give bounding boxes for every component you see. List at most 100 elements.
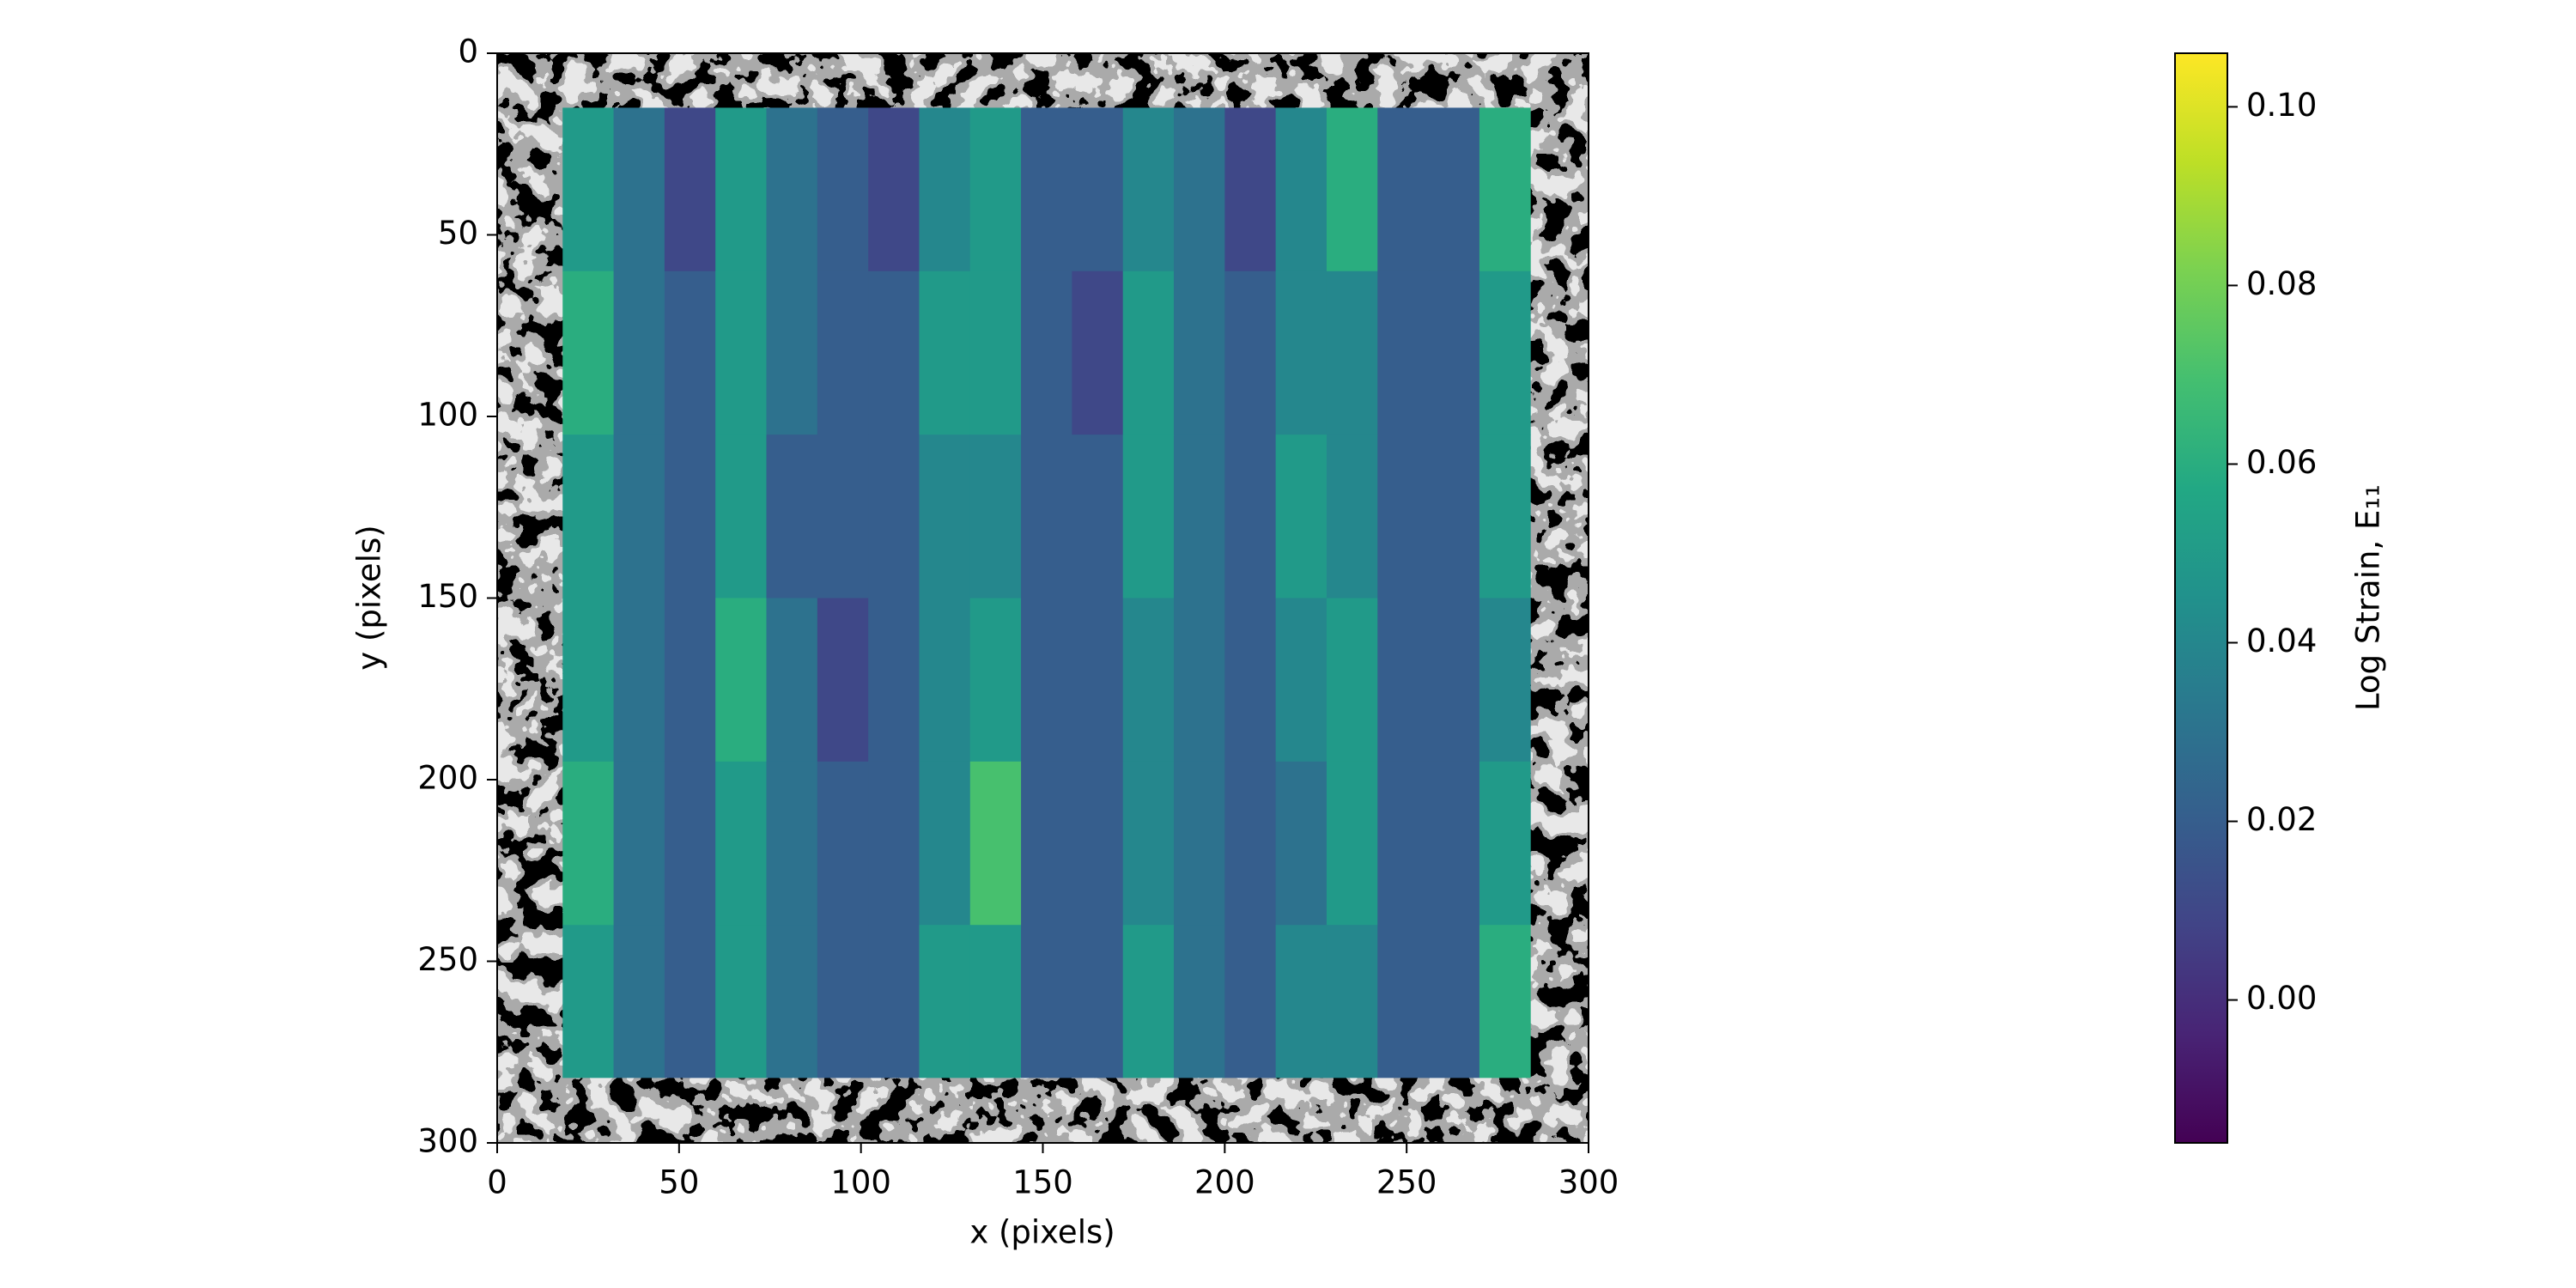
x-tick-label: 50: [659, 1164, 699, 1201]
heatmap-cell: [1224, 761, 1277, 926]
y-tick-label: 50: [438, 215, 478, 252]
heatmap-cell: [969, 598, 1022, 762]
heatmap-cell: [715, 270, 768, 435]
heatmap-cell: [1174, 598, 1225, 762]
heatmap-cell: [766, 761, 818, 926]
heatmap-cell: [613, 925, 665, 1078]
heatmap-cell: [1122, 761, 1175, 926]
heatmap-cell: [1021, 598, 1072, 762]
heatmap-cell: [562, 107, 615, 272]
colorbar-tick-label: 0.02: [2246, 801, 2317, 838]
heatmap-cell: [817, 270, 869, 435]
heatmap-cell: [1021, 270, 1072, 435]
heatmap-cell: [715, 434, 768, 598]
y-tick-label: 250: [417, 941, 478, 978]
heatmap-cell: [766, 270, 818, 435]
colorbar-tick-label: 0.08: [2246, 265, 2317, 302]
heatmap-cell: [1072, 761, 1124, 926]
y-tick-label: 300: [417, 1123, 478, 1160]
y-tick-label: 200: [417, 760, 478, 797]
heatmap-cell: [1326, 270, 1378, 435]
heatmap-cell: [562, 925, 615, 1078]
heatmap-cell: [919, 925, 971, 1078]
heatmap-cell: [919, 270, 971, 435]
heatmap-cell: [969, 270, 1022, 435]
heatmap-cell: [1428, 434, 1480, 598]
heatmap-cell: [1174, 270, 1225, 435]
heatmap-cell: [1122, 598, 1175, 762]
heatmap: [562, 107, 1531, 1078]
heatmap-cell: [715, 598, 768, 762]
heatmap-cell: [1275, 598, 1327, 762]
heatmap-cell: [868, 925, 920, 1078]
heatmap-cell: [1122, 925, 1175, 1078]
heatmap-cell: [664, 107, 716, 272]
heatmap-cell: [817, 598, 869, 762]
heatmap-cell: [1174, 434, 1225, 598]
x-tick-label: 200: [1194, 1164, 1255, 1201]
heatmap-cell: [1275, 270, 1327, 435]
heatmap-cell: [766, 107, 818, 272]
heatmap-cell: [1377, 925, 1430, 1078]
colorbar-tick-label: 0.00: [2246, 980, 2317, 1017]
heatmap-cell: [919, 107, 971, 272]
heatmap-cell: [1021, 434, 1072, 598]
heatmap-cell: [1174, 107, 1225, 272]
heatmap-cell: [766, 434, 818, 598]
heatmap-cell: [613, 270, 665, 435]
heatmap-cell: [1275, 925, 1327, 1078]
heatmap-cell: [1377, 270, 1430, 435]
heatmap-cell: [1021, 761, 1072, 926]
heatmap-cell: [1224, 598, 1277, 762]
heatmap-cell: [1072, 925, 1124, 1078]
heatmap-cell: [1072, 598, 1124, 762]
heatmap-cell: [1479, 761, 1531, 926]
y-tick-label: 100: [417, 397, 478, 434]
heatmap-cell: [868, 598, 920, 762]
x-tick-label: 150: [1012, 1164, 1073, 1201]
heatmap-cell: [562, 761, 615, 926]
heatmap-cell: [1326, 598, 1378, 762]
heatmap-cell: [664, 434, 716, 598]
y-tick-label: 150: [417, 578, 478, 615]
heatmap-cell: [1275, 434, 1327, 598]
heatmap-cell: [919, 434, 971, 598]
heatmap-cell: [1428, 598, 1480, 762]
heatmap-cell: [817, 761, 869, 926]
colorbar-tick-label: 0.04: [2246, 623, 2317, 659]
heatmap-cell: [919, 761, 971, 926]
heatmap-cell: [817, 925, 869, 1078]
heatmap-cell: [715, 925, 768, 1078]
heatmap-cell: [1224, 925, 1277, 1078]
heatmap-cell: [919, 598, 971, 762]
heatmap-cell: [969, 761, 1022, 926]
heatmap-cell: [613, 434, 665, 598]
heatmap-cell: [1479, 925, 1531, 1078]
heatmap-cell: [1275, 107, 1327, 272]
heatmap-cell: [1174, 761, 1225, 926]
heatmap-cell: [613, 598, 665, 762]
heatmap-cell: [969, 925, 1022, 1078]
heatmap-cell: [562, 270, 615, 435]
heatmap-cell: [1479, 270, 1531, 435]
heatmap-cell: [1326, 761, 1378, 926]
colorbar-tick-label: 0.06: [2246, 444, 2317, 481]
y-tick-label: 0: [458, 33, 478, 70]
heatmap-cell: [1326, 434, 1378, 598]
heatmap-cell: [1428, 270, 1480, 435]
heatmap-cell: [1021, 925, 1072, 1078]
heatmap-cell: [715, 107, 768, 272]
colorbar: [2174, 52, 2228, 1144]
heatmap-cell: [1479, 434, 1531, 598]
heatmap-cell: [1072, 434, 1124, 598]
heatmap-cell: [1479, 598, 1531, 762]
heatmap-cell: [1479, 107, 1531, 272]
heatmap-cell: [1377, 598, 1430, 762]
heatmap-cell: [562, 434, 615, 598]
heatmap-cell: [766, 925, 818, 1078]
heatmap-cell: [562, 598, 615, 762]
heatmap-cell: [868, 434, 920, 598]
heatmap-cell: [1122, 434, 1175, 598]
heatmap-cell: [1326, 925, 1378, 1078]
heatmap-cell: [715, 761, 768, 926]
